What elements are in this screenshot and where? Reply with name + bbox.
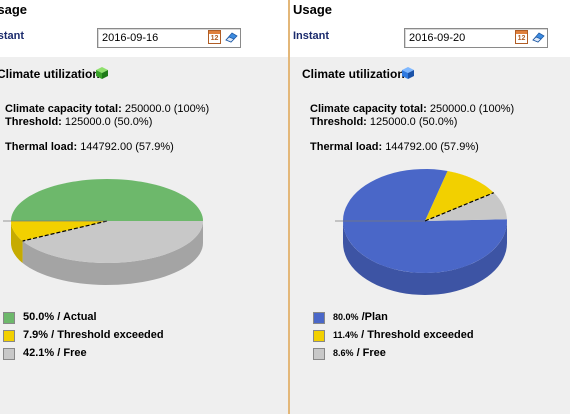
threshold-value: 125000.0 (50.0%): [369, 116, 458, 128]
thermal-label: Thermal load:: [5, 141, 78, 153]
eraser-icon[interactable]: [224, 31, 238, 43]
legend-pct: 80.0%: [333, 312, 359, 322]
panel-title: Usage: [293, 2, 333, 17]
legend-pct: 8.6%: [333, 348, 354, 358]
right-usage-panel: Usage Instant 12 Climate utilization Cli…: [290, 0, 570, 414]
legend-swatch: [3, 330, 15, 342]
date-input[interactable]: [405, 29, 517, 47]
threshold-value: 125000.0 (50.0%): [64, 116, 153, 128]
legend-pct: 7.9%: [23, 329, 49, 341]
pie-slice: [425, 171, 494, 221]
capacity-value: 250000.0 (100%): [124, 103, 210, 115]
pie-chart: [3, 179, 203, 285]
calendar-icon[interactable]: 12: [208, 30, 221, 44]
eraser-icon[interactable]: [531, 31, 545, 43]
pie-slice: [425, 192, 507, 221]
left-usage-panel: Usage Instant 12 Climate utilization Cli…: [0, 0, 288, 414]
legend-label: / Free: [353, 347, 386, 359]
threshold-label: Threshold:: [5, 116, 62, 128]
instant-label: Instant: [0, 30, 25, 42]
capacity-label: Climate capacity total:: [5, 103, 122, 115]
panel-header: Usage Instant 12: [0, 0, 288, 55]
legend-swatch: [313, 330, 325, 342]
legend-swatch: [3, 312, 15, 324]
capacity-value: 250000.0 (100%): [429, 103, 515, 115]
blue-cube-icon: [402, 67, 414, 79]
card-title: Climate utilization: [0, 67, 100, 81]
panel-divider: [288, 0, 290, 414]
thermal-value: 144792.00 (57.9%): [80, 141, 174, 153]
legend-swatch: [313, 312, 325, 324]
panel-header: Usage Instant 12: [290, 0, 570, 55]
date-field[interactable]: 12: [97, 28, 241, 48]
capacity-info: Climate capacity total: 250000.0 (100%) …: [310, 103, 514, 154]
legend-pct: 50.0%: [23, 311, 55, 323]
legend-label: / Threshold exceeded: [358, 329, 474, 341]
pie-slice: [11, 221, 107, 241]
climate-card: Climate utilization Climate capacity tot…: [0, 57, 288, 414]
threshold-label: Threshold:: [310, 116, 367, 128]
pie-slice: [11, 179, 203, 221]
legend-swatch: [313, 348, 325, 360]
pie-slice-side: [22, 221, 203, 285]
legend-label: / Free: [54, 347, 87, 359]
threshold-line: [424, 192, 495, 222]
capacity-label: Climate capacity total:: [310, 103, 427, 115]
threshold-line: [22, 220, 108, 242]
date-field[interactable]: 12: [404, 28, 548, 48]
card-title: Climate utilization: [302, 67, 405, 81]
pie-chart: [335, 169, 507, 295]
capacity-info: Climate capacity total: 250000.0 (100%) …: [5, 103, 209, 154]
date-input[interactable]: [98, 29, 210, 47]
pie-slice-side: [11, 221, 23, 263]
calendar-icon[interactable]: 12: [515, 30, 528, 44]
legend-label: /Plan: [358, 311, 388, 323]
legend-label: / Actual: [54, 311, 97, 323]
instant-label: Instant: [293, 30, 330, 42]
legend-pct: 42.1%: [23, 347, 55, 359]
legend-swatch: [3, 348, 15, 360]
legend-pct: 11.4%: [333, 330, 359, 340]
pie-slice: [22, 221, 203, 263]
thermal-value: 144792.00 (57.9%): [385, 141, 479, 153]
pie-slice-side: [343, 221, 507, 295]
panel-title: Usage: [0, 2, 28, 17]
climate-card: Climate utilization Climate capacity tot…: [290, 57, 570, 414]
legend-label: / Threshold exceeded: [48, 329, 164, 341]
green-cube-icon: [96, 67, 108, 79]
thermal-label: Thermal load:: [310, 141, 383, 153]
